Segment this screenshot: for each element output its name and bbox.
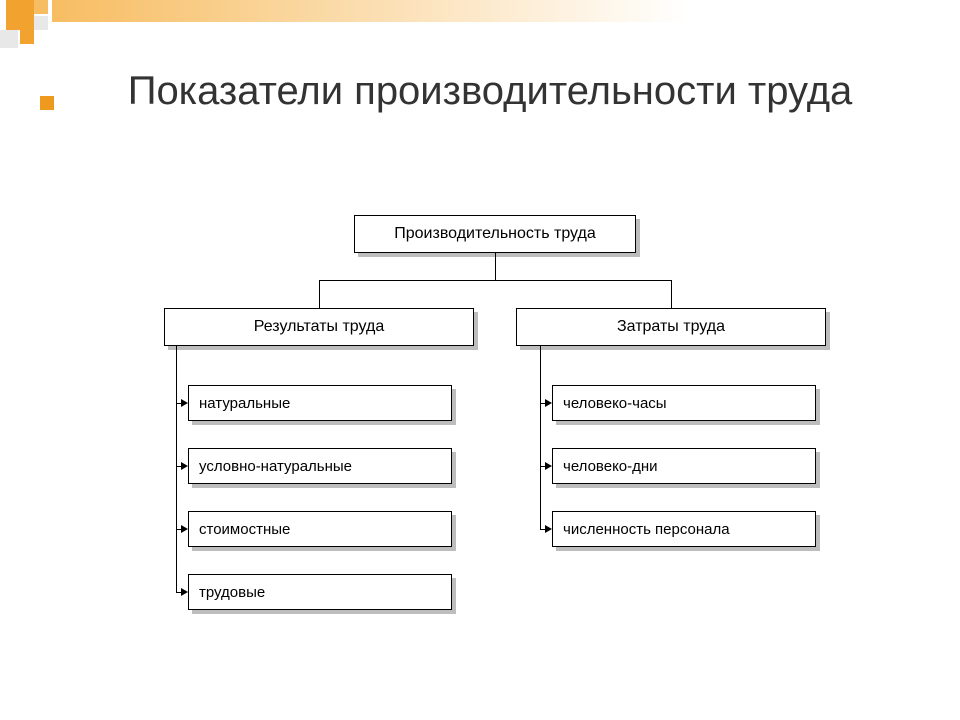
node-leaf-1-2: численность персонала: [552, 511, 816, 547]
node-branch-0: Результаты труда: [164, 308, 474, 346]
deco-square-2: [34, 16, 48, 30]
node-root-label: Производительность труда: [394, 225, 596, 243]
node-root: Производительность труда: [354, 215, 636, 253]
node-branch-1: Затраты труда: [516, 308, 826, 346]
node-branch-0-label: Результаты труда: [254, 318, 384, 336]
connector-branch-0-v: [319, 280, 320, 308]
leaf-0-3-arrow: [181, 588, 188, 596]
node-leaf-1-1: человеко-дни: [552, 448, 816, 484]
connector-root-v: [495, 253, 496, 280]
node-leaf-1-1-label: человеко-дни: [563, 458, 658, 475]
node-leaf-0-3-label: трудовые: [199, 584, 265, 601]
deco-square-4: [20, 30, 34, 44]
branch-1-stem: [540, 346, 541, 529]
node-leaf-1-0: человеко-часы: [552, 385, 816, 421]
node-leaf-0-2: стоимостные: [188, 511, 452, 547]
node-branch-1-label: Затраты труда: [617, 318, 725, 336]
connector-root-h: [319, 280, 672, 281]
node-leaf-0-0-label: натуральные: [199, 395, 290, 412]
branch-0-stem: [176, 346, 177, 592]
leaf-0-0-arrow: [181, 399, 188, 407]
deco-square-0: [6, 0, 34, 30]
slide-title: Показатели производительности труда: [90, 68, 890, 114]
leaf-0-2-arrow: [181, 525, 188, 533]
node-leaf-0-2-label: стоимостные: [199, 521, 290, 538]
node-leaf-1-0-label: человеко-часы: [563, 395, 667, 412]
connector-branch-1-v: [671, 280, 672, 308]
deco-square-3: [0, 30, 18, 48]
top-gradient: [52, 0, 960, 22]
node-leaf-1-2-label: численность персонала: [563, 521, 730, 538]
leaf-0-1-arrow: [181, 462, 188, 470]
deco-square-1: [34, 0, 48, 14]
title-bullet: [40, 96, 54, 110]
leaf-1-1-arrow: [545, 462, 552, 470]
leaf-1-0-arrow: [545, 399, 552, 407]
node-leaf-0-3: трудовые: [188, 574, 452, 610]
node-leaf-0-1-label: условно-натуральные: [199, 458, 352, 475]
leaf-1-2-arrow: [545, 525, 552, 533]
node-leaf-0-1: условно-натуральные: [188, 448, 452, 484]
node-leaf-0-0: натуральные: [188, 385, 452, 421]
